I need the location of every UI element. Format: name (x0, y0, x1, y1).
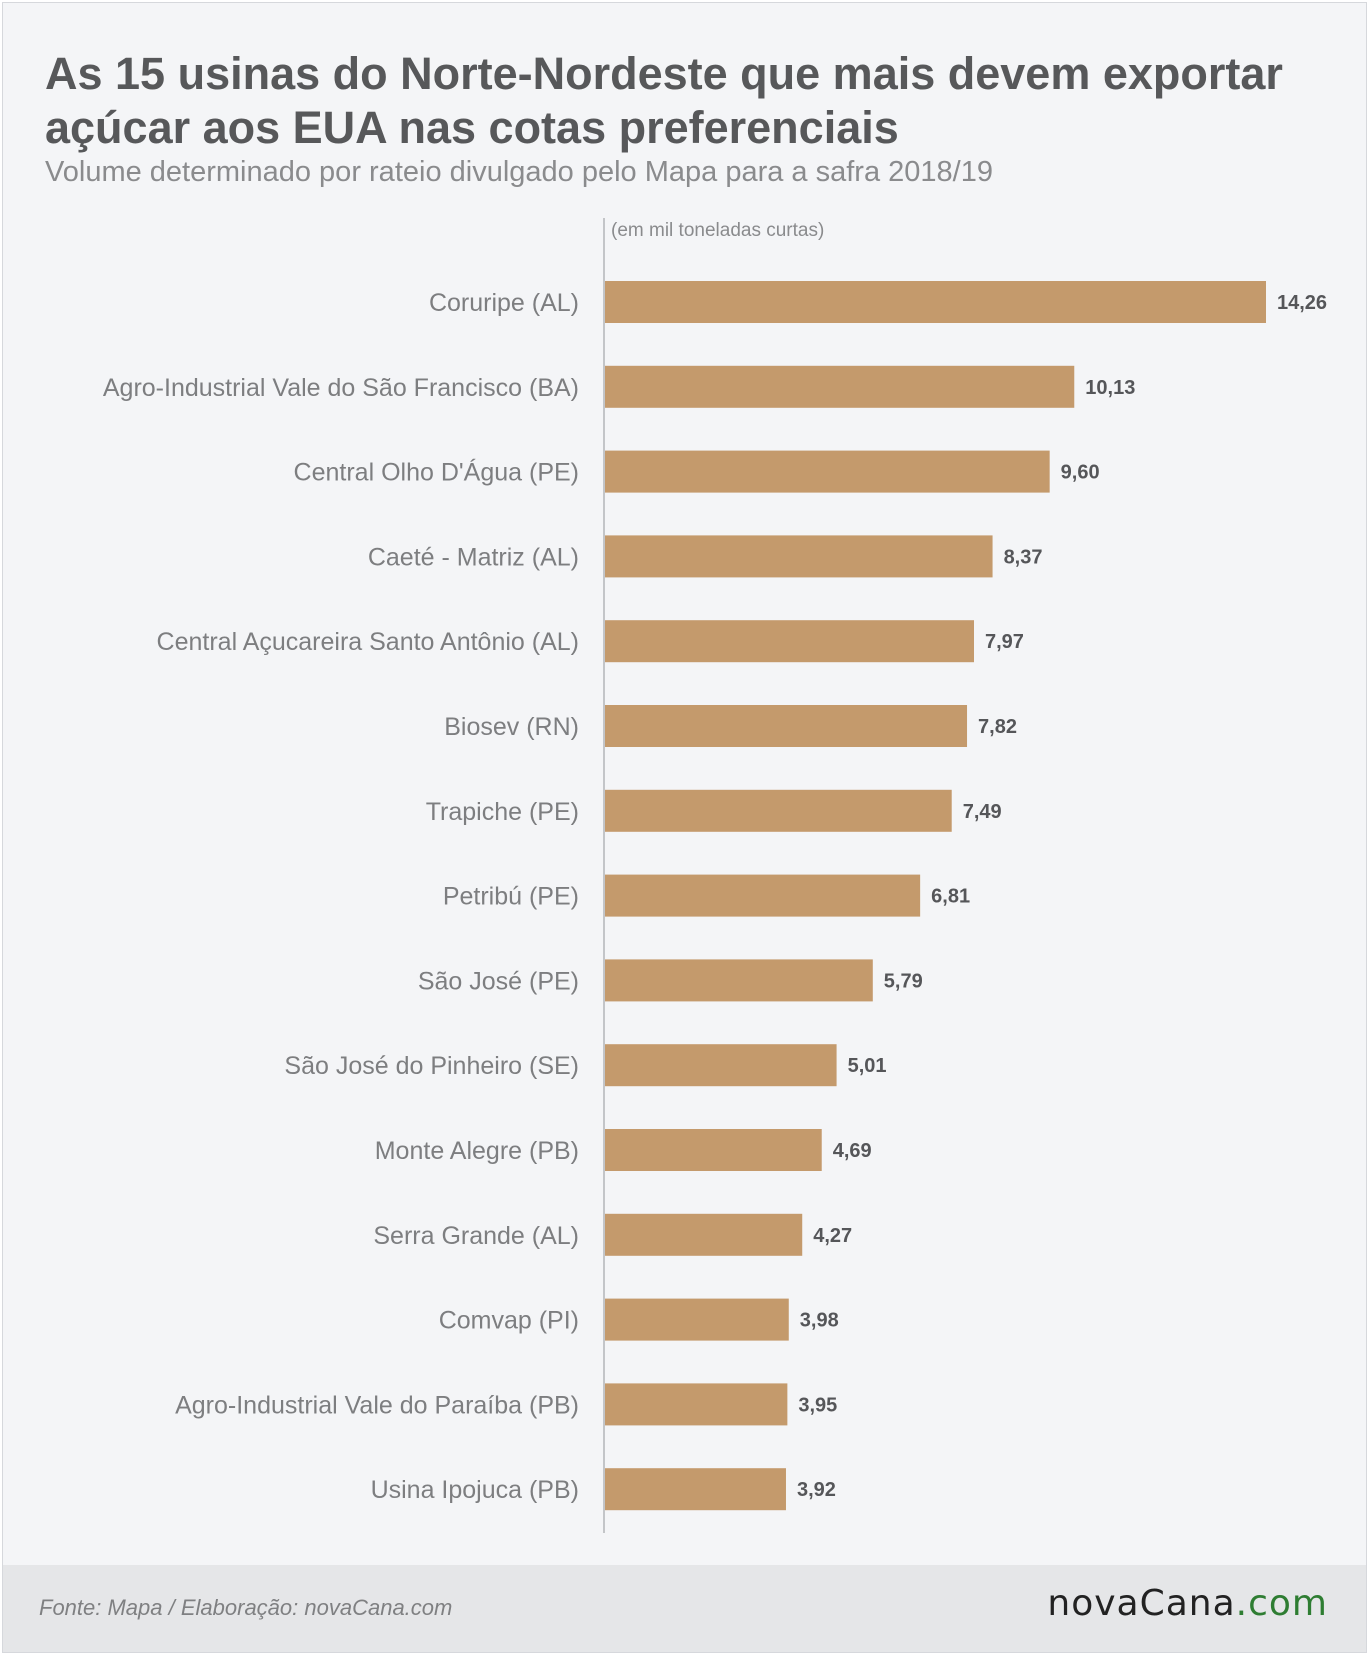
category-label: Biosev (RN) (444, 713, 579, 741)
logo-text: novaCana (1047, 1583, 1236, 1624)
footer: Fonte: Mapa / Elaboração: novaCana.com n… (3, 1565, 1366, 1652)
chart-subtitle: Volume determinado por rateio divulgado … (45, 156, 993, 188)
bar (604, 535, 993, 578)
value-label: 4,27 (813, 1225, 852, 1247)
category-label: Agro-Industrial Vale do Paraíba (PB) (175, 1391, 579, 1419)
category-label: Monte Alegre (PB) (375, 1137, 579, 1165)
category-label: Central Olho D'Água (PE) (294, 458, 579, 487)
logo-tld: com (1248, 1583, 1328, 1624)
value-label: 10,13 (1085, 377, 1135, 399)
bar (604, 1298, 789, 1341)
category-label: Petribú (PE) (443, 883, 579, 911)
value-label: 5,01 (848, 1055, 887, 1077)
logo-dot: . (1235, 1583, 1249, 1624)
category-label: Comvap (PI) (439, 1307, 579, 1335)
value-label: 7,97 (985, 631, 1024, 653)
bar (604, 874, 921, 917)
value-label: 3,95 (798, 1394, 837, 1416)
value-label: 5,79 (884, 970, 923, 992)
category-label: Coruripe (AL) (429, 289, 579, 317)
category-label: Serra Grande (AL) (373, 1222, 579, 1250)
chart-title: As 15 usinas do Norte-Nordeste que mais … (45, 47, 1345, 155)
category-label: São José (PE) (418, 967, 579, 995)
category-label: Caeté - Matriz (AL) (368, 543, 579, 571)
bar (604, 789, 952, 832)
unit-label: (em mil toneladas curtas) (611, 220, 824, 241)
bar (604, 959, 873, 1002)
category-label: Agro-Industrial Vale do São Francisco (B… (103, 374, 579, 402)
value-label: 7,49 (963, 801, 1002, 823)
category-label: Trapiche (PE) (426, 798, 579, 826)
value-label: 8,37 (1004, 546, 1043, 568)
bar (604, 1468, 786, 1511)
source-note: Fonte: Mapa / Elaboração: novaCana.com (39, 1595, 453, 1620)
chart-title-line-1: As 15 usinas do Norte-Nordeste que mais … (45, 48, 1283, 99)
value-label: 3,98 (800, 1310, 839, 1332)
bar (604, 1383, 788, 1426)
bar (604, 450, 1050, 493)
category-label: Usina Ipojuca (PB) (371, 1476, 579, 1504)
category-label: Central Açucareira Santo Antônio (AL) (157, 628, 579, 656)
bar (604, 1213, 803, 1256)
bar-chart: (em mil toneladas curtas) Coruripe (AL) 14… (103, 218, 1327, 1533)
bar (604, 705, 968, 747)
value-label: 3,92 (797, 1479, 836, 1501)
bar (604, 1044, 837, 1087)
bar (604, 620, 974, 663)
value-label: 7,82 (978, 716, 1017, 738)
value-label: 9,60 (1061, 462, 1100, 484)
value-label: 6,81 (931, 886, 970, 908)
bar (604, 365, 1075, 408)
category-label: São José do Pinheiro (SE) (284, 1052, 579, 1080)
bar (604, 281, 1266, 323)
value-label: 4,69 (833, 1140, 872, 1162)
value-label: 14,26 (1277, 292, 1327, 314)
brand-logo: novaCana.com (1047, 1583, 1328, 1624)
chart-title-line-2: açúcar aos EUA nas cotas preferenciais (45, 102, 899, 153)
bar (604, 1129, 822, 1171)
